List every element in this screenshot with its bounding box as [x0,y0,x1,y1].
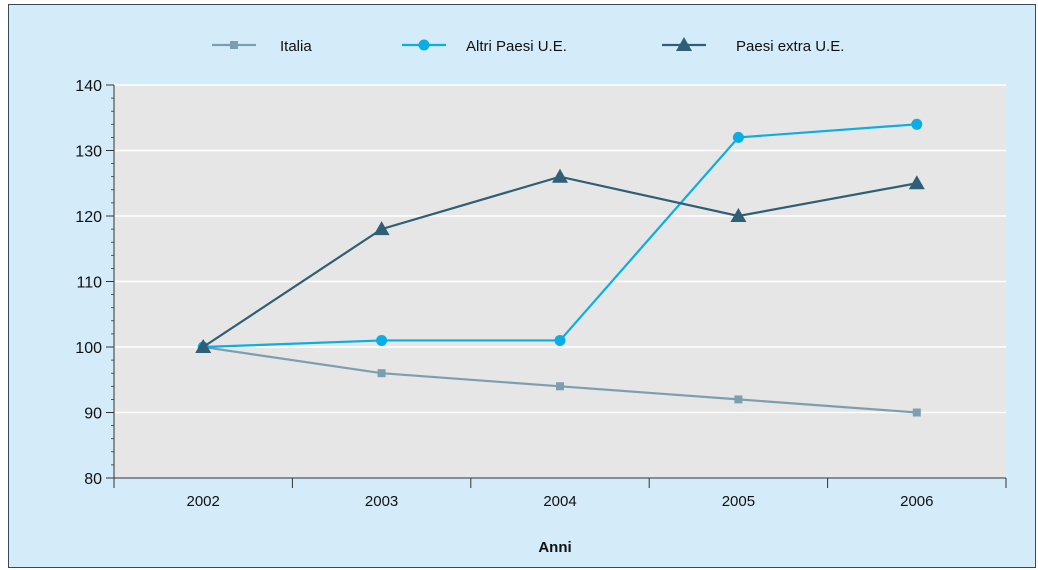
data-point-circle [911,118,923,130]
data-point-triangle [730,208,747,222]
legend-label: Altri Paesi U.E. [466,38,567,55]
legend-item: Italia [212,38,312,55]
legend-item: Paesi extra U.E. [662,37,844,55]
series-group [195,118,925,417]
legend-label: Paesi extra U.E. [736,38,844,55]
y-tick-label: 120 [75,209,102,226]
x-tick-label: 2002 [187,493,220,510]
axes [106,84,1007,488]
x-tick-label: 2005 [722,493,755,510]
data-point-circle [376,334,388,346]
gridlines [114,84,1006,414]
y-tick-label: 90 [84,406,102,423]
x-tick-label: 2003 [365,493,398,510]
legend-label: Italia [280,38,312,55]
data-point-triangle [195,339,212,353]
y-tick-label: 100 [75,340,102,357]
data-point-triangle [676,37,692,51]
data-point-circle [554,334,566,346]
y-tick-label: 110 [76,275,102,292]
y-tick-label: 130 [75,144,102,161]
data-point-square [230,41,238,49]
x-tick-label: 2006 [900,493,933,510]
series-paesi-extra-u-e [195,168,925,353]
data-point-square [912,408,921,417]
data-point-square [377,369,386,378]
data-point-circle [418,39,430,51]
data-point-square [734,395,743,404]
y-tick-label: 140 [75,78,102,95]
data-point-circle [732,131,744,143]
x-axis-label: Anni [538,539,571,556]
legend: Italia Altri Paesi U.E. Paesi extra U.E. [212,37,844,55]
y-tick-label: 80 [84,471,102,488]
y-tick-labels: 80 90 100 110 120 130 140 [75,78,102,488]
legend-item: Altri Paesi U.E. [402,38,567,55]
data-point-triangle [908,175,925,190]
data-point-square [556,382,564,391]
x-tick-labels: 2002 2003 2004 2005 2006 [187,493,934,510]
x-tick-label: 2004 [543,493,576,510]
data-point-triangle [552,168,568,183]
data-point-triangle [373,221,390,236]
